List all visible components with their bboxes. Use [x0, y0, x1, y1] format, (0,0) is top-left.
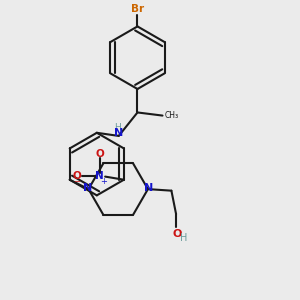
Text: N: N: [83, 182, 92, 193]
Text: +: +: [100, 177, 107, 186]
Text: H: H: [114, 123, 121, 132]
Text: O: O: [95, 149, 104, 159]
Text: O: O: [73, 171, 81, 181]
Text: N: N: [114, 128, 123, 138]
Text: O: O: [172, 229, 182, 239]
Text: Br: Br: [131, 4, 144, 14]
Text: −: −: [74, 177, 80, 186]
Text: CH₃: CH₃: [165, 111, 179, 120]
Text: N: N: [144, 182, 154, 193]
Text: H: H: [180, 232, 188, 243]
Text: N: N: [95, 171, 104, 181]
